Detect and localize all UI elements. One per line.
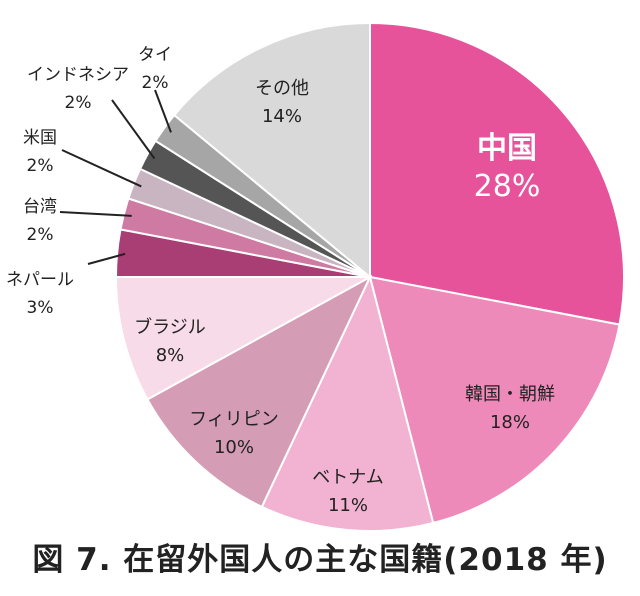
pie-slice bbox=[172, 21, 371, 280]
pie-slice bbox=[146, 274, 373, 509]
leader-line bbox=[87, 252, 126, 265]
slice-name-label: フィリピン bbox=[189, 409, 279, 430]
slice-name-label: ネパール bbox=[6, 270, 74, 290]
figure-caption: 図 7. 在留外国人の主な国籍(2018 年) bbox=[32, 542, 608, 578]
slice-value-label: 11% bbox=[328, 495, 368, 516]
slice-value-label: 8% bbox=[156, 345, 185, 366]
slice-value-label: 18% bbox=[490, 412, 530, 433]
slice-value-label: 2% bbox=[27, 156, 54, 176]
slice-name-label: 米国 bbox=[23, 128, 57, 148]
slice-value-label: 2% bbox=[27, 225, 54, 245]
pie-slice bbox=[114, 276, 371, 401]
slice-value-label: 28% bbox=[474, 169, 541, 204]
pie-slice bbox=[369, 21, 625, 326]
slice-name-label: 韓国・朝鮮 bbox=[465, 384, 555, 405]
leader-line bbox=[111, 99, 156, 160]
slice-name-label: その他 bbox=[255, 78, 309, 99]
slice-name-label: ブラジル bbox=[134, 316, 206, 338]
slice-value-label: 14% bbox=[262, 106, 302, 127]
slice-value-label: 2% bbox=[65, 93, 92, 113]
slice-name-label: インドネシア bbox=[27, 65, 129, 85]
pie-slice bbox=[368, 275, 621, 525]
slice-name-label: 中国 bbox=[477, 131, 537, 166]
slice-name-label: 台湾 bbox=[23, 197, 57, 217]
slice-name-label: タイ bbox=[138, 45, 172, 65]
slice-value-label: 3% bbox=[27, 298, 54, 318]
slice-value-label: 10% bbox=[214, 437, 254, 458]
leader-line bbox=[61, 149, 142, 188]
slice-value-label: 2% bbox=[142, 73, 169, 93]
leader-line bbox=[59, 211, 132, 217]
slice-name-label: ベトナム bbox=[312, 467, 383, 488]
pie-slice bbox=[260, 274, 435, 532]
leader-line bbox=[154, 89, 172, 133]
